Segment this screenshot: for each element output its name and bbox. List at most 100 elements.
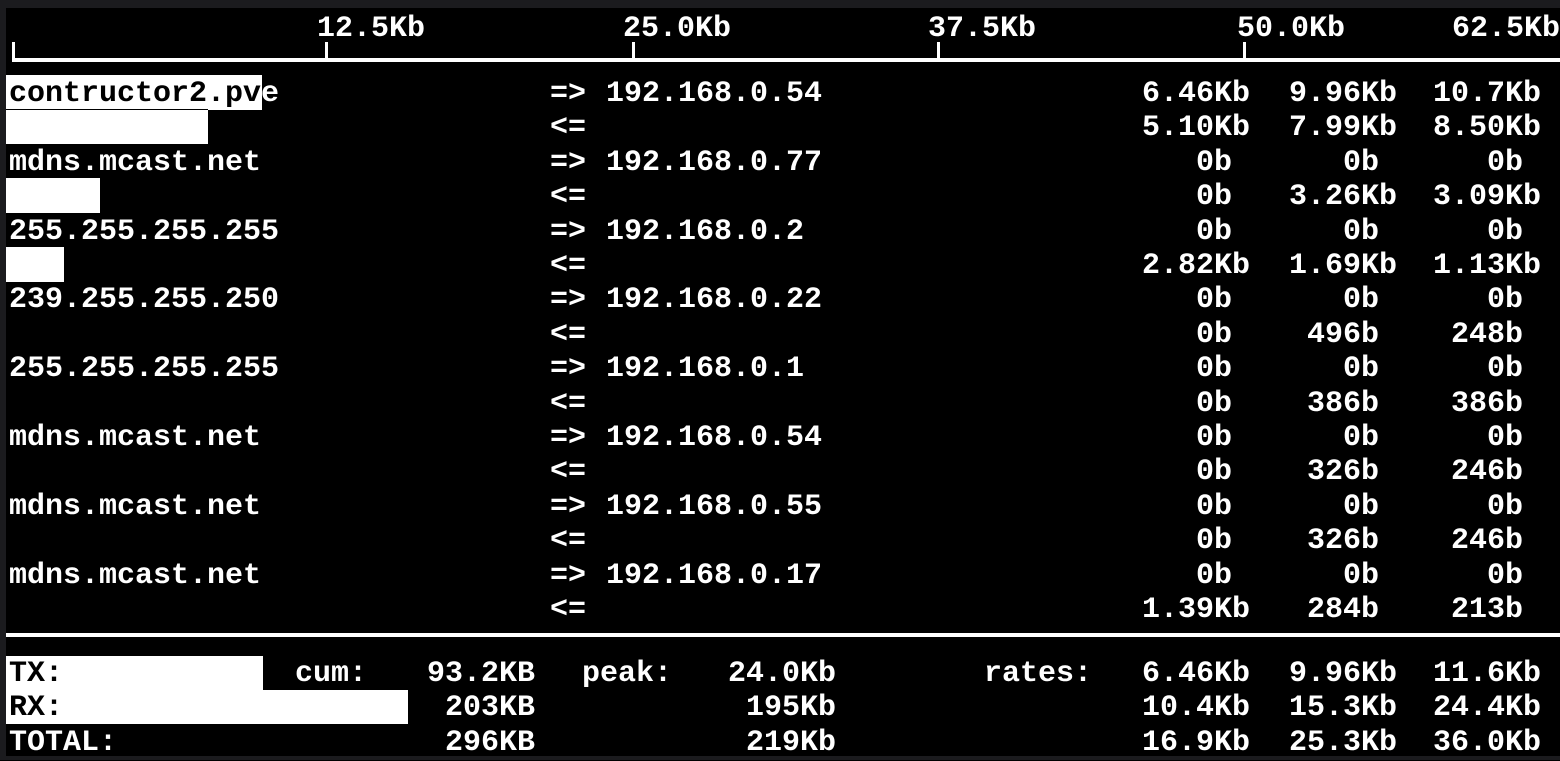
tx-cum-value: 93.2KB <box>426 657 535 691</box>
scale-label: 12.5Kb <box>317 12 426 46</box>
rx-arrow: <= <box>550 524 587 559</box>
connection-rx-line: <= 2.82Kb 1.69Kb 1.13Kb <box>0 249 1560 284</box>
scale-tick <box>325 42 328 62</box>
scale-label: 37.5Kb <box>928 12 1037 46</box>
bandwidth-bar <box>6 689 408 725</box>
tx-rate-col1: 0b <box>1195 145 1232 180</box>
tx-rate-col3: 0b <box>1486 352 1523 387</box>
rx-rate-col2: 326b <box>1306 455 1379 490</box>
scale-line <box>12 58 1560 62</box>
rx-arrow: <= <box>550 180 587 215</box>
connection-rx-line: <= 5.10Kb 7.99Kb 8.50Kb <box>0 111 1560 146</box>
rx-arrow: <= <box>550 593 587 627</box>
rx-rate-col2: 326b <box>1306 524 1379 559</box>
rx-arrow: <= <box>550 249 587 283</box>
tx-rate-col1: 6.46Kb <box>1141 77 1250 111</box>
connection-tx-line: mdns.mcast.net => 192.168.0.77 0b 0b 0b <box>0 146 1560 181</box>
rx-rate-col3: 8.50Kb <box>1432 111 1541 146</box>
rx-arrow: <= <box>550 455 587 490</box>
scale-tick <box>632 42 635 62</box>
total-label: TOTAL: <box>9 725 118 760</box>
tx-peak-value: 24.0Kb <box>727 657 836 691</box>
bandwidth-bar <box>6 655 263 691</box>
source-host: 255.255.255.255 <box>9 214 280 249</box>
connection-tx-line: mdns.mcast.net => 192.168.0.55 0b 0b 0b <box>0 490 1560 525</box>
tx-rate-col2: 0b <box>1342 283 1379 318</box>
rx-rate-col1: 1.39Kb <box>1141 593 1250 627</box>
source-host: mdns.mcast.net <box>9 489 262 524</box>
connection-tx-line: mdns.mcast.net => 192.168.0.54 0b 0b 0b <box>0 421 1560 456</box>
tx-arrow: => <box>550 489 587 524</box>
tx-rate-col1: 0b <box>1195 489 1232 524</box>
tx-rate-col2: 0b <box>1342 421 1379 455</box>
rx-rate-col2: 3.26Kb <box>1288 180 1397 215</box>
rx-rate-col3: 1.13Kb <box>1432 249 1541 283</box>
tx-rate-col2: 9.96Kb <box>1288 77 1397 111</box>
terminal-margin-top <box>0 0 1560 8</box>
connection-tx-line: 255.255.255.255 => 192.168.0.2 0b 0b 0b <box>0 215 1560 250</box>
rx-rate-col1: 0b <box>1195 455 1232 490</box>
peak-label: peak: <box>582 657 673 691</box>
tx-rate-col2: 0b <box>1342 352 1379 387</box>
source-host: 255.255.255.255 <box>9 352 280 387</box>
rx-rate-col1: 0b <box>1195 180 1232 215</box>
connection-rx-line: <= 0b 3.26Kb 3.09Kb <box>0 180 1560 215</box>
connection-rx-line: <= 1.39Kb 284b 213b <box>0 593 1560 628</box>
tx-arrow: => <box>550 421 587 455</box>
connection-rx-line: <= 0b 386b 386b <box>0 387 1560 422</box>
dest-host: 192.168.0.54 <box>606 421 823 455</box>
tx-rate-col3: 0b <box>1486 214 1523 249</box>
tx-arrow: => <box>550 214 587 249</box>
dest-host: 192.168.0.22 <box>606 283 823 318</box>
bandwidth-bar <box>6 75 262 110</box>
tx-rate-col1: 6.46Kb <box>1141 657 1250 691</box>
rx-rate-col1: 0b <box>1195 317 1232 352</box>
connection-tx-line: 255.255.255.255 => 192.168.0.1 0b 0b 0b <box>0 352 1560 387</box>
dest-host: 192.168.0.54 <box>606 77 823 111</box>
tx-rate-col2: 9.96Kb <box>1288 657 1397 691</box>
total-cum-value: 296KB <box>444 725 535 760</box>
rx-rate-col3: 386b <box>1450 386 1523 421</box>
connection-rx-line: <= 0b 496b 248b <box>0 318 1560 353</box>
bandwidth-bar <box>6 178 100 213</box>
tx-rate-col1: 0b <box>1195 214 1232 249</box>
tx-rate-col3: 0b <box>1486 489 1523 524</box>
rx-rate-col1: 0b <box>1195 524 1232 559</box>
tx-rate-col1: 0b <box>1195 283 1232 318</box>
tx-rate-col2: 0b <box>1342 145 1379 180</box>
scale-tick <box>937 42 940 62</box>
rx-arrow: <= <box>550 111 587 146</box>
rx-arrow: <= <box>550 386 587 421</box>
tx-rate-col3: 11.6Kb <box>1432 657 1541 691</box>
terminal-margin-bottom <box>0 756 1560 760</box>
rx-rate-col3: 246b <box>1450 524 1523 559</box>
rx-rate-col2: 284b <box>1306 593 1379 627</box>
rx-arrow: <= <box>550 317 587 352</box>
rx-rate-col1: 5.10Kb <box>1141 111 1250 146</box>
dest-host: 192.168.0.17 <box>606 558 823 593</box>
tx-rate-col3: 0b <box>1486 558 1523 593</box>
summary-separator <box>6 633 1560 637</box>
source-host: mdns.mcast.net <box>9 558 262 593</box>
tx-rate-col2: 0b <box>1342 489 1379 524</box>
rx-rate-col3: 248b <box>1450 317 1523 352</box>
tx-arrow: => <box>550 283 587 318</box>
connection-rx-line: <= 0b 326b 246b <box>0 524 1560 559</box>
bandwidth-bar <box>6 247 64 282</box>
rx-rate-col1: 10.4Kb <box>1141 691 1250 726</box>
rx-rate-col3: 246b <box>1450 455 1523 490</box>
total-rate-col3: 36.0Kb <box>1432 725 1541 760</box>
total-summary-row: TOTAL: 296KB 219Kb 16.9Kb 25.3Kb 36.0Kb <box>0 726 1560 761</box>
tx-rate-col2: 0b <box>1342 558 1379 593</box>
tx-arrow: => <box>550 352 587 387</box>
tx-rate-col3: 0b <box>1486 421 1523 455</box>
terminal-margin-left <box>0 0 6 760</box>
rx-rate-col3: 213b <box>1450 593 1523 627</box>
scale-label: 25.0Kb <box>623 12 732 46</box>
cum-label: cum: <box>295 657 368 691</box>
rx-cum-value: 203KB <box>444 691 535 726</box>
tx-rate-col3: 10.7Kb <box>1432 77 1541 111</box>
total-rate-col2: 25.3Kb <box>1288 725 1397 760</box>
rx-rate-col2: 15.3Kb <box>1288 691 1397 726</box>
